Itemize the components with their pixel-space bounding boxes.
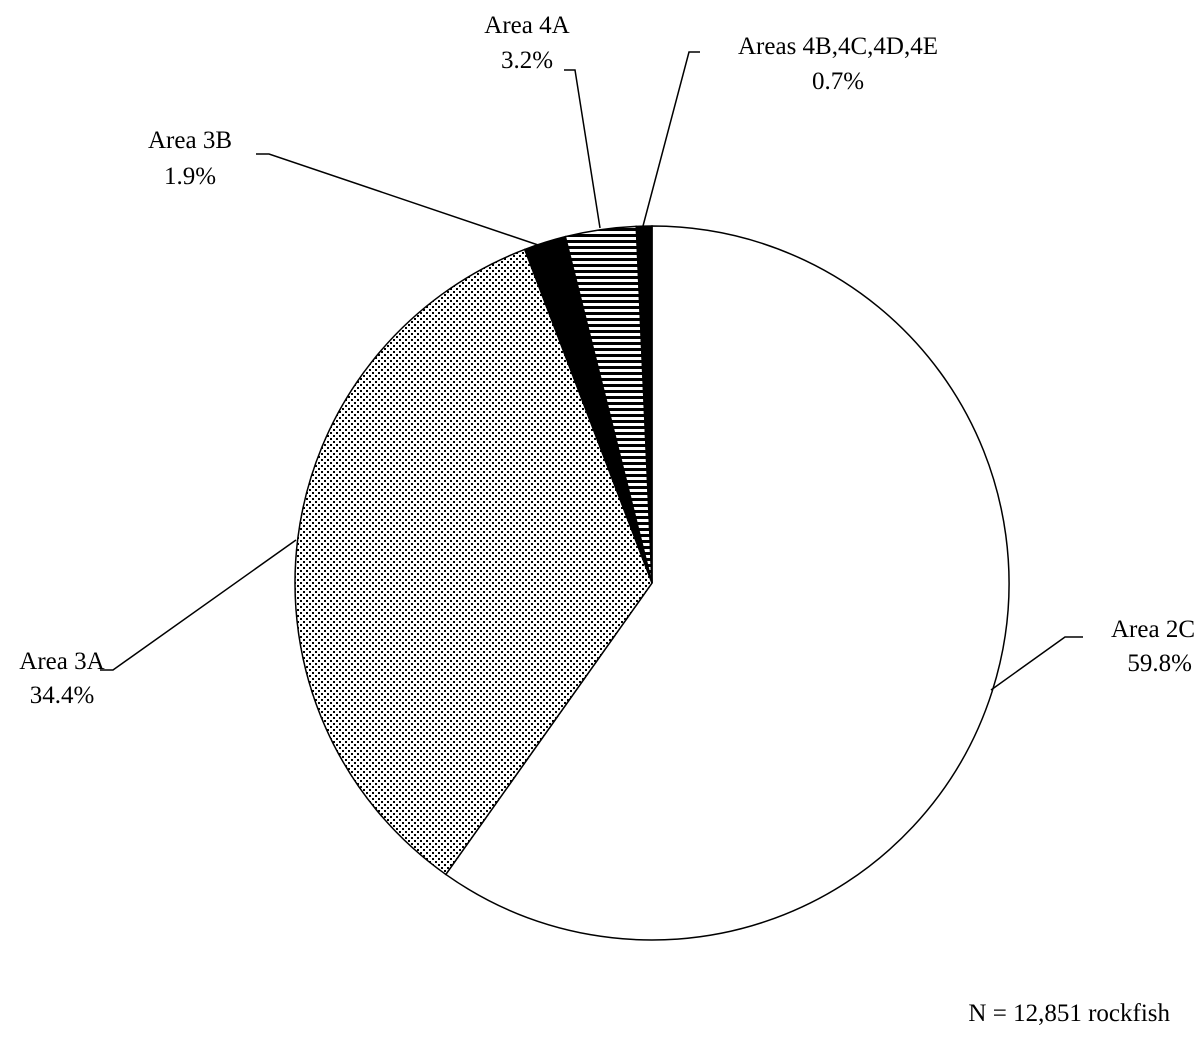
slice-value-label-area-4a: 3.2% [501,47,553,74]
leader-line-areas-4b-4c-4d-4e [642,51,700,227]
leader-line-area-3b [256,153,548,249]
slice-labels: Area 2C 59.8% Area 3A 34.4% Area 3B 1.9% Area … [19,12,1195,709]
leader-line-area-2c [990,636,1083,691]
slice-label-area-4a: Area 4A [484,12,569,39]
slice-area-3a [294,248,653,876]
slice-value-label-areas-4b-4c-4d-4e: 0.7% [812,68,864,95]
slice-label-areas-4b-4c-4d-4e: Areas 4B,4C,4D,4E [738,33,938,60]
leader-lines [100,51,1083,691]
slice-value-label-area-3b: 1.9% [164,163,216,190]
slice-areas-4b-4c-4d-4e [635,225,653,584]
slice-value-label-area-2c: 59.8% [1127,650,1192,677]
slice-value-label-area-3a: 34.4% [30,682,95,709]
slice-label-area-2c: Area 2C [1111,616,1195,643]
sample-size-note: N = 12,851 rockfish [968,1000,1170,1027]
slice-area-2c [444,225,1010,941]
pie-slices [294,225,1010,941]
slice-label-area-3a: Area 3A [19,648,104,675]
leader-line-area-3a [100,539,297,671]
leader-line-area-4a [564,69,601,229]
slice-label-area-3b: Area 3B [148,127,232,154]
